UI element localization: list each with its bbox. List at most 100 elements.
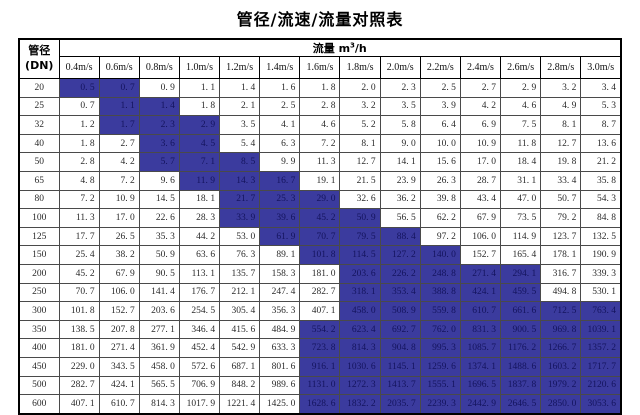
flow-cell: 32. 6 [339,189,381,210]
flow-cell: 35. 3 [138,226,180,247]
flow-cell: 723. 8 [299,338,341,358]
flow-cell: 1. 8 [178,96,221,117]
flow-cell: 415. 6 [219,319,261,340]
flow-cell: 904. 8 [379,338,421,358]
flow-cell: 5. 7 [138,152,180,172]
flow-cell: 4. 5 [178,133,221,154]
flow-cell: 29. 0 [299,189,341,210]
flow-cell: 459. 5 [500,282,542,303]
flow-cell: 67. 9 [98,263,140,284]
flow-cell: 530. 1 [580,282,622,303]
flow-cell: 16. 7 [259,170,301,191]
flow-cell: 22. 6 [138,208,180,228]
flow-cell: 50. 9 [138,245,180,265]
flow-cell: 1603. 2 [540,356,582,377]
flow-cell: 61. 9 [259,226,301,247]
flow-unit-label: 流量 [312,41,335,55]
flow-cell: 848. 2 [219,375,261,396]
flow-cell: 1176. 2 [500,338,542,358]
velocity-header: 2.0m/s [379,56,421,79]
dn-cell: 80 [18,189,60,210]
flow-cell: 7. 2 [299,133,341,154]
flow-cell: 1. 8 [299,78,341,98]
flow-cell: 5. 4 [219,133,261,154]
flow-cell: 212. 1 [219,282,261,303]
table-row: 20 0. 5 0. 7 0. 9 1. 1 1. 4 1. 6 1. 8 2. 0 2. 3 2.… [18,78,622,98]
flow-cell: 35. 8 [580,170,622,191]
flow-cell: 17. 0 [98,208,140,228]
table-row: 25 0. 7 1. 1 1. 4 1. 8 2. 1 2. 5 2. 8 3. 2 3. 5 3.… [18,96,622,117]
flow-cell: 6. 9 [459,115,502,135]
dn-cell: 40 [18,133,60,154]
flow-cell: 763. 4 [580,301,622,321]
flow-cell: 140. 0 [419,245,461,265]
flow-cell: 4. 8 [58,170,100,191]
flow-cell: 56. 5 [379,208,421,228]
flow-cell: 661. 6 [500,301,542,321]
flow-cell: 203. 6 [138,301,180,321]
flow-cell: 2035. 7 [379,394,421,415]
flow-cell: 1696. 5 [459,375,502,396]
flow-cell: 106. 0 [98,282,140,303]
flow-cell: 484. 9 [259,319,301,340]
flow-cell: 123. 7 [540,226,582,247]
flow-cell: 2. 7 [98,133,140,154]
flow-cell: 1039. 1 [580,319,622,340]
flow-cell: 39. 8 [419,189,461,210]
flow-cell: 5. 3 [580,96,622,117]
flow-cell: 21. 7 [219,189,261,210]
flow-cell: 45. 2 [58,263,100,284]
flow-cell: 33. 9 [219,208,261,228]
flow-cell: 207. 8 [98,319,140,340]
flow-cell: 7. 2 [98,170,140,191]
flow-cell: 1085. 7 [459,338,502,358]
flow-cell: 4. 2 [98,152,140,172]
flow-cell: 1979. 2 [540,375,582,396]
flow-cell: 294. 1 [500,263,542,284]
flow-cell: 11. 3 [58,208,100,228]
velocity-header: 0.8m/s [138,56,180,79]
flow-cell: 318. 1 [339,282,381,303]
flow-cell: 11. 9 [178,170,221,191]
flow-cell: 4. 9 [540,96,582,117]
flow-cell: 1221. 4 [219,394,261,415]
flow-cell: 2. 5 [259,96,301,117]
flow-cell: 50. 9 [339,208,381,228]
velocity-header: 1.0m/s [178,56,221,79]
flow-cell: 2. 7 [459,78,502,98]
flow-cell: 316. 7 [540,263,582,284]
flow-cell: 190. 9 [580,245,622,265]
flow-cell: 1357. 2 [580,338,622,358]
flow-cell: 54. 3 [580,189,622,210]
flow-cell: 33. 4 [540,170,582,191]
flow-cell: 508. 9 [379,301,421,321]
velocity-header: 0.6m/s [98,56,140,79]
flow-cell: 1374. 1 [459,356,502,377]
flow-cell: 101. 8 [58,301,100,321]
page-title: 管径/流速/流量对照表 [236,10,404,29]
flow-cell: 79. 2 [540,208,582,228]
flow-cell: 101. 8 [299,245,341,265]
table-row: 100 11. 3 17. 0 22. 6 28. 3 33. 9 39. 6 45. 2 50… [18,208,622,228]
flow-cell: 18. 4 [500,152,542,172]
flow-cell: 3053. 6 [580,394,622,415]
flow-cell: 712. 5 [540,301,582,321]
flow-cell: 458. 0 [339,301,381,321]
flow-cell: 26. 3 [419,170,461,191]
flow-cell: 542. 9 [219,338,261,358]
flow-cell: 1145. 1 [379,356,421,377]
flow-cell: 45. 2 [299,208,341,228]
flow-cell: 6. 3 [259,133,301,154]
flow-cell: 3. 9 [419,96,461,117]
flow-cell: 152. 7 [98,301,140,321]
flow-cell: 706. 9 [178,375,221,396]
flow-cell: 8. 1 [339,133,381,154]
flow-cell: 19. 8 [540,152,582,172]
flow-cell: 138. 5 [58,319,100,340]
flow-cell: 1266. 7 [540,338,582,358]
flow-cell: 554. 2 [299,319,341,340]
flow-unit-prefix: m [338,41,351,55]
